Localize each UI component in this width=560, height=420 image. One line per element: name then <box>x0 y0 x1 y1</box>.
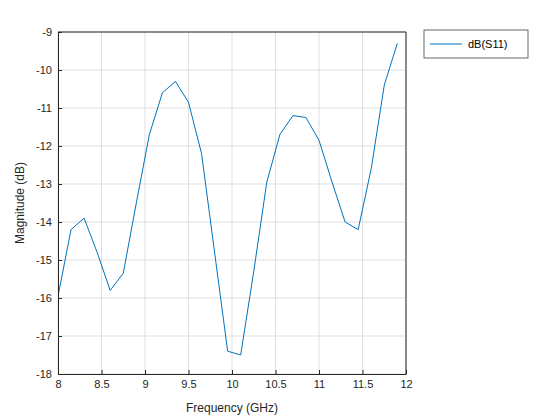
tick: 11.5 <box>353 370 374 390</box>
tick-mark <box>102 370 103 374</box>
tick: 8.5 <box>94 370 109 390</box>
x-axis-label: Frequency (GHz) <box>186 401 278 415</box>
tick-label: 8.5 <box>94 378 109 390</box>
tick-mark <box>58 260 62 261</box>
tick-mark <box>58 298 62 299</box>
legend: dB(S11) <box>424 30 528 58</box>
legend-label: dB(S11) <box>468 38 508 50</box>
plot-background <box>58 32 406 374</box>
tick-label: -18 <box>36 368 52 380</box>
series-line <box>58 43 397 355</box>
grid-line-y <box>58 298 406 299</box>
tick: 9 <box>142 370 148 390</box>
tick: 10.5 <box>265 370 286 390</box>
tick: 11 <box>314 370 325 390</box>
frame-top <box>58 32 406 33</box>
tick-mark <box>145 370 146 374</box>
y-axis-label: Magnitude (dB) <box>13 162 27 244</box>
tick-mark <box>58 146 62 147</box>
legend-swatch <box>430 44 462 45</box>
legend-box <box>424 30 528 58</box>
tick-mark <box>363 370 364 374</box>
tick-label: -12 <box>36 140 52 152</box>
tick-mark <box>58 70 62 71</box>
tick-label: 11 <box>314 378 325 390</box>
tick-mark <box>319 370 320 374</box>
grid-line-y <box>58 336 406 337</box>
tick-mark <box>58 222 62 223</box>
grid-line-x <box>319 32 320 374</box>
tick-label: -13 <box>36 178 52 190</box>
grid-line-y <box>58 260 406 261</box>
grid <box>58 32 406 374</box>
tick: -17 <box>36 330 62 342</box>
grid-line-x <box>406 32 407 374</box>
tick-mark <box>232 370 233 374</box>
grid-line-x <box>145 32 146 374</box>
grid-line-x <box>232 32 233 374</box>
grid-line-y <box>58 108 406 109</box>
grid-line-y <box>58 146 406 147</box>
axis-line <box>59 374 407 375</box>
axis-line <box>58 33 59 375</box>
tick: -18 <box>36 368 62 380</box>
grid-line-x <box>58 32 59 374</box>
tick: -12 <box>36 140 62 152</box>
tick-label: -9 <box>42 26 52 38</box>
tick-label: 9 <box>142 378 148 390</box>
grid-line-y <box>58 70 406 71</box>
grid-line-y <box>58 32 406 33</box>
tick-label: -15 <box>36 254 52 266</box>
tick: 9.5 <box>181 370 196 390</box>
tick: -13 <box>36 178 62 190</box>
grid-line-y <box>58 222 406 223</box>
tick: -16 <box>36 292 62 304</box>
tick: -14 <box>36 216 62 228</box>
grid-line-x <box>101 32 102 374</box>
tick-label: 10 <box>226 378 238 390</box>
y-axis: -18 -17 -16 -15 -14 -13 -12 -11 -10 -9 <box>36 26 62 380</box>
tick: 10 <box>226 370 238 390</box>
tick-mark <box>58 184 62 185</box>
x-axis: 8 8.5 9 9.5 10 10.5 11 11.5 12 <box>55 370 412 390</box>
grid-line-y <box>58 184 406 185</box>
tick-label: 12 <box>400 378 412 390</box>
tick-label: 9.5 <box>181 378 196 390</box>
tick-mark <box>58 108 62 109</box>
tick-label: 10.5 <box>265 378 286 390</box>
tick-label: 11.5 <box>353 378 374 390</box>
tick-label: -10 <box>36 64 52 76</box>
grid-line-x <box>188 32 189 374</box>
tick-label: -16 <box>36 292 52 304</box>
tick-mark <box>58 336 62 337</box>
tick: -15 <box>36 254 62 266</box>
tick-label: -11 <box>37 102 52 114</box>
tick-mark <box>189 370 190 374</box>
grid-line-x <box>275 32 276 374</box>
figure: 8 8.5 9 9.5 10 10.5 11 11.5 12 -18 -17 -16 -15 -14 -13… <box>0 0 560 420</box>
tick: -10 <box>36 64 62 76</box>
tick-mark <box>58 374 62 375</box>
tick-label: 8 <box>55 378 61 390</box>
grid-line-x <box>362 32 363 374</box>
tick: -11 <box>37 102 62 114</box>
tick-label: -14 <box>36 216 52 228</box>
frame-right <box>406 32 407 374</box>
tick-mark <box>276 370 277 374</box>
plot-area <box>58 43 397 355</box>
tick-label: -17 <box>36 330 52 342</box>
